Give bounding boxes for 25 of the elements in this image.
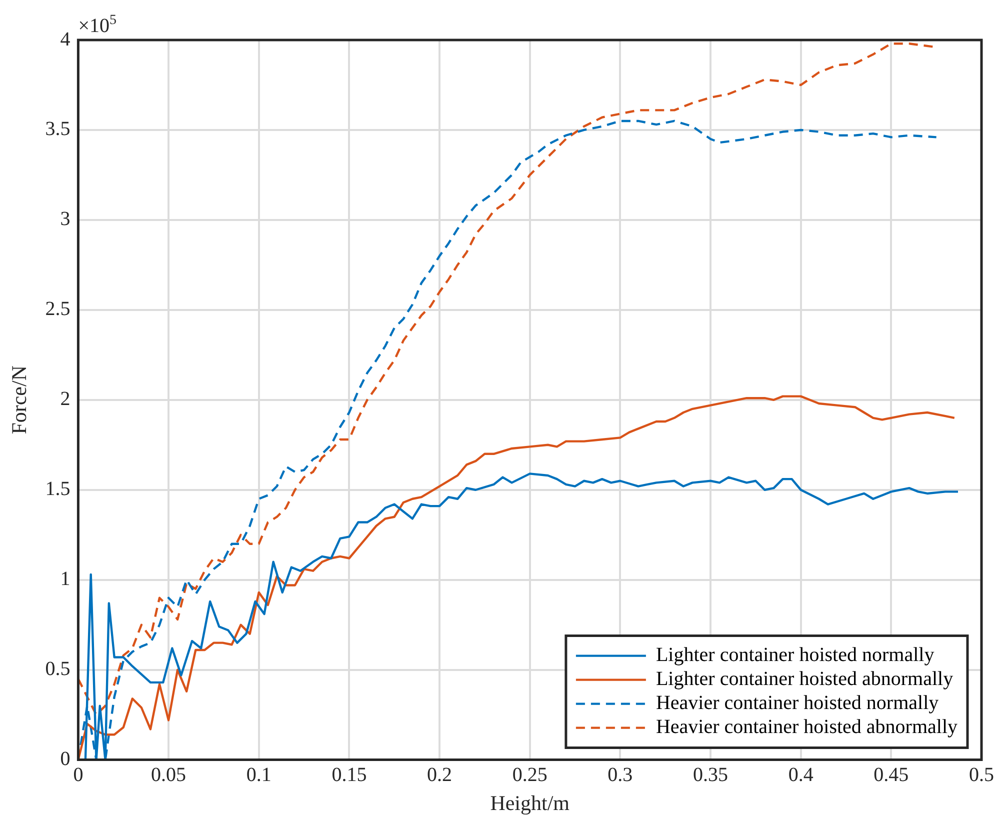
- y-axis-title: Force/N: [7, 365, 32, 434]
- x-axis-title: Height/m: [490, 790, 570, 815]
- x-tick-label: 0.05: [151, 764, 186, 786]
- legend-label: Lighter container hoisted abnormally: [656, 668, 954, 690]
- x-tick-label: 0.5: [969, 764, 994, 786]
- x-tick-label: 0.2: [427, 764, 452, 786]
- x-tick-label: 0.4: [788, 764, 814, 786]
- y-tick-label: 1: [60, 568, 70, 590]
- x-tick-label: 0.1: [246, 764, 272, 786]
- y-tick-label: 2: [60, 388, 70, 410]
- x-tick-label: 0.3: [608, 764, 633, 786]
- legend-label: Lighter container hoisted normally: [656, 644, 934, 666]
- y-tick-label: 2.5: [45, 298, 70, 320]
- y-tick-label: 0: [60, 748, 70, 770]
- x-tick-label: 0.35: [693, 764, 728, 786]
- x-tick-label: 0.15: [332, 764, 367, 786]
- y-tick-label: 4: [60, 28, 70, 50]
- legend-label: Heavier container hoisted abnormally: [656, 716, 958, 738]
- legend-label: Heavier container hoisted normally: [656, 692, 939, 714]
- y-tick-label: 1.5: [45, 478, 70, 500]
- y-tick-label: 3: [60, 208, 70, 230]
- x-tick-label: 0.25: [512, 764, 548, 786]
- x-tick-label: 0.45: [874, 764, 909, 786]
- y-tick-label: 3.5: [45, 118, 70, 140]
- y-tick-label: 0.5: [45, 658, 70, 680]
